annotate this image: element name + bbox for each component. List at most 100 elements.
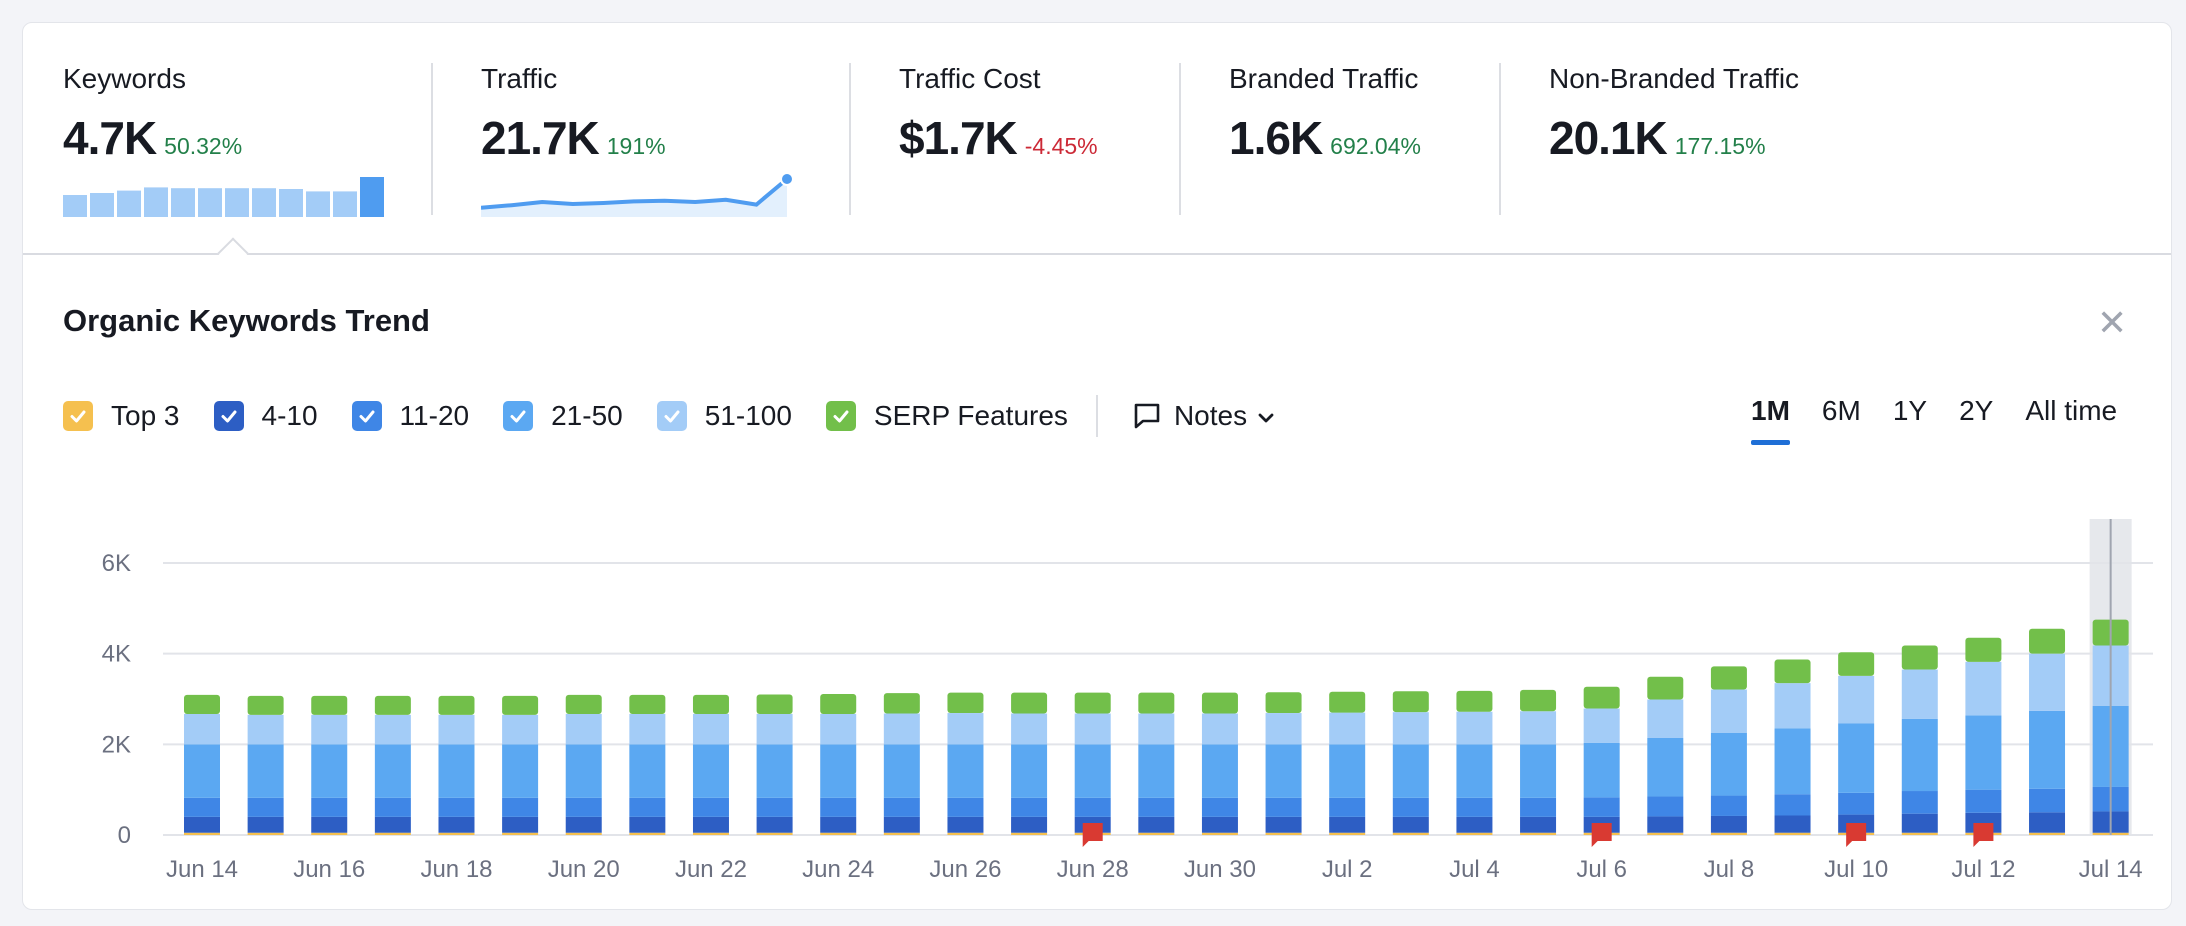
metric-traffic-cost[interactable]: Traffic Cost $1.7K -4.45% (899, 63, 1098, 164)
sparkline-bar (90, 193, 114, 217)
bar-segment (692, 713, 729, 745)
metric-divider (1499, 63, 1501, 215)
bar-segment (502, 797, 539, 817)
legend-51-100[interactable]: 51-100 (656, 400, 792, 432)
legend-label: 4-10 (261, 400, 318, 431)
organic-research-card: Keywords 4.7K 50.32% Traffic 21.7K 191% Tr… (22, 22, 2172, 910)
traffic-sparkline (481, 172, 794, 217)
bar-segment (502, 832, 539, 835)
panel-title: Organic Keywords Trend (63, 303, 430, 338)
bar-segment (1710, 733, 1747, 796)
organic-keywords-trend-chart[interactable]: 0 2K 4K 6K Jun 14 Jun 16 Jun 18 Jun 20 Jun 22 Jun… (23, 493, 2173, 893)
bar-segment (883, 744, 920, 798)
bar-segment (629, 744, 666, 798)
checkbox-checked-icon[interactable] (351, 401, 382, 431)
bar-segment (629, 816, 666, 833)
bar-segment (820, 694, 857, 714)
bar-segment (1074, 744, 1111, 798)
x-tick-label: Jul 8 (1704, 856, 1755, 883)
bar-segment (1392, 744, 1429, 798)
metric-value: 4.7K (63, 112, 157, 164)
note-flag-icon (1082, 823, 1103, 847)
period-1y[interactable]: 1Y (1892, 395, 1928, 426)
bar-segment (883, 693, 920, 714)
period-1m[interactable]: 1M (1751, 395, 1790, 445)
bar-segment (629, 832, 666, 835)
bar-segment (1901, 813, 1938, 833)
bar-segment (1201, 744, 1238, 798)
bar-segment (1583, 797, 1620, 817)
bar-segment (565, 797, 602, 817)
bar-segment (374, 797, 411, 817)
bar-segment (1901, 832, 1938, 835)
checkbox-checked-icon[interactable] (213, 401, 244, 431)
bar-segment (947, 692, 984, 714)
metric-value: 1.6K (1229, 112, 1323, 164)
legend-top-3[interactable]: Top 3 (63, 400, 180, 432)
bar-segment (692, 744, 729, 798)
x-tick-label: Jun 18 (420, 856, 492, 883)
metric-change: 177.15% (1674, 133, 1766, 159)
legend-4-10[interactable]: 4-10 (213, 400, 318, 432)
bar-segment (1647, 796, 1684, 817)
bar-segment (947, 816, 984, 833)
sparkline-bar (171, 188, 195, 217)
checkbox-checked-icon[interactable] (656, 401, 687, 431)
x-tick-label: Jun 16 (293, 856, 365, 883)
y-tick-label: 4K (102, 641, 131, 668)
period-tabs: 1M 6M 1Y 2Y All time (1751, 395, 2118, 445)
notes-dropdown[interactable]: Notes (1132, 400, 1277, 432)
sparkline-bar (225, 188, 249, 217)
legend-serp-features[interactable]: SERP Features (825, 400, 1068, 432)
bar-segment (374, 714, 411, 745)
metric-branded-traffic[interactable]: Branded Traffic 1.6K 692.04% (1229, 63, 1421, 164)
y-tick-label: 2K (102, 731, 131, 758)
legend-label: 51-100 (704, 400, 792, 431)
bar-segment (1520, 816, 1557, 833)
bar-segment (2029, 653, 2066, 711)
bar-segment (565, 744, 602, 798)
checkbox-checked-icon[interactable] (825, 401, 856, 431)
bar-segment (438, 695, 475, 715)
x-tick-label: Jul 6 (1576, 856, 1627, 883)
bar-segment (311, 816, 348, 833)
bar-segment (184, 816, 220, 833)
metric-keywords[interactable]: Keywords 4.7K 50.32% (63, 63, 384, 217)
bar-segment (565, 694, 602, 714)
bar-segment (1329, 744, 1366, 798)
bar-segment (756, 832, 793, 835)
checkbox-checked-icon[interactable] (503, 401, 534, 431)
metric-value: 20.1K (1549, 112, 1668, 164)
x-tick-label: Jun 28 (1057, 856, 1129, 883)
metrics-bar: Keywords 4.7K 50.32% Traffic 21.7K 191% Tr… (23, 23, 2171, 255)
bar-segment (374, 816, 411, 833)
legend-label: 21-50 (551, 400, 623, 431)
bar-segment (1456, 816, 1493, 833)
bar-segment (184, 713, 220, 745)
legend-21-50[interactable]: 21-50 (503, 400, 623, 432)
bar-segment (1456, 832, 1493, 835)
period-6m[interactable]: 6M (1821, 395, 1861, 426)
legend-label: Top 3 (111, 400, 180, 431)
bar-segment (1647, 699, 1684, 738)
sparkline-point (780, 172, 794, 186)
bar-segment (1138, 797, 1175, 817)
bar-segment (1011, 832, 1048, 835)
metric-traffic[interactable]: Traffic 21.7K 191% (481, 63, 794, 217)
period-all-time[interactable]: All time (2025, 395, 2118, 426)
bar-segment (756, 744, 793, 798)
metric-non-branded-traffic[interactable]: Non-Branded Traffic 20.1K 177.15% (1549, 63, 1799, 164)
legend-11-20[interactable]: 11-20 (351, 400, 469, 432)
bar-segment (1074, 692, 1111, 714)
note-flag-icon (1591, 823, 1612, 847)
bar-segment (1265, 692, 1302, 714)
checkbox-checked-icon[interactable] (63, 401, 93, 431)
period-2y[interactable]: 2Y (1959, 395, 1994, 426)
bar-segment (1201, 832, 1238, 835)
x-tick-label: Jun 22 (675, 856, 747, 883)
bar-segment (1583, 708, 1620, 743)
metric-change: 692.04% (1330, 133, 1421, 159)
sparkline-bar (333, 191, 357, 217)
metric-label: Traffic Cost (899, 63, 1041, 94)
close-icon[interactable]: ✕ (2097, 302, 2128, 343)
